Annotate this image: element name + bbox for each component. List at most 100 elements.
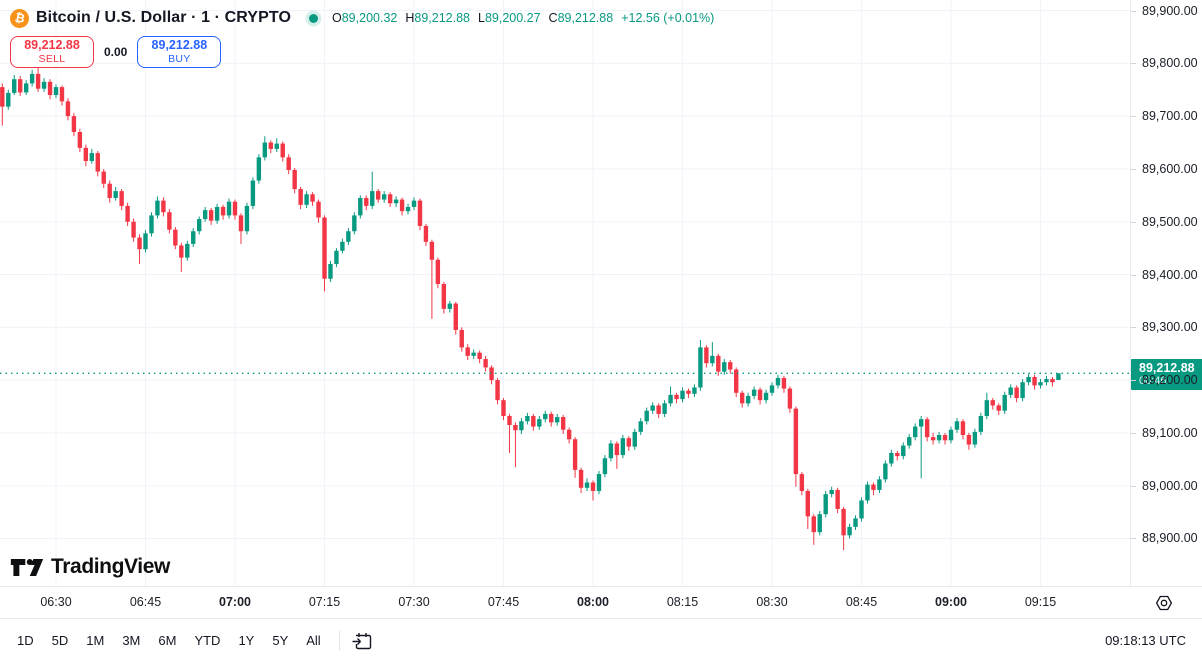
- candle: [381, 191, 387, 203]
- tradingview-logo[interactable]: TradingView: [10, 555, 170, 579]
- range-button-ytd[interactable]: YTD: [194, 633, 221, 648]
- range-button-5y[interactable]: 5Y: [272, 633, 289, 648]
- candle: [1044, 375, 1049, 386]
- ohlc-item: H89,212.88: [405, 11, 470, 25]
- candle: [173, 227, 178, 250]
- candle: [125, 202, 130, 226]
- candle: [704, 345, 709, 368]
- range-button-6m[interactable]: 6M: [158, 633, 177, 648]
- candle: [871, 482, 876, 496]
- candle: [101, 168, 106, 188]
- candle: [161, 197, 166, 217]
- candle: [1002, 391, 1007, 414]
- candle: [155, 196, 160, 219]
- time-axis-label: 07:00: [219, 595, 251, 609]
- candle: [692, 384, 697, 398]
- ohlc-item: L89,200.27: [477, 11, 541, 25]
- candle: [322, 215, 327, 292]
- candle: [268, 140, 274, 154]
- chart-svg: [0, 0, 1130, 586]
- price-axis-label: 89,900.00: [1142, 3, 1198, 18]
- candle: [232, 199, 238, 220]
- candle: [29, 69, 35, 87]
- candle: [525, 412, 530, 425]
- candle: [889, 449, 894, 467]
- candle: [841, 506, 846, 551]
- candle: [59, 85, 65, 106]
- candle: [220, 204, 226, 220]
- range-button-1d[interactable]: 1D: [17, 633, 34, 648]
- candle: [35, 64, 41, 92]
- candle: [799, 471, 805, 496]
- candle: [674, 392, 679, 404]
- candle: [1026, 373, 1031, 386]
- candle: [352, 212, 357, 235]
- price-axis-label: 89,100.00: [1142, 425, 1198, 440]
- price-change: +12.56 (+0.01%): [621, 11, 715, 25]
- toolbar-divider: [338, 630, 340, 651]
- candle: [895, 450, 900, 461]
- range-button-all[interactable]: All: [306, 633, 321, 648]
- range-button-3m[interactable]: 3M: [122, 633, 141, 648]
- buy-button[interactable]: 89,212.88 BUY: [137, 36, 222, 68]
- tradingview-wordmark: TradingView: [51, 555, 170, 578]
- candle: [543, 410, 548, 423]
- clock-utc[interactable]: 09:18:13 UTC: [1105, 633, 1186, 648]
- candle: [924, 417, 930, 442]
- candle: [191, 228, 196, 248]
- candle: [387, 192, 393, 207]
- axis-settings-icon[interactable]: [1152, 591, 1176, 615]
- candle: [757, 387, 763, 405]
- price-axis-label: 89,000.00: [1142, 478, 1198, 493]
- range-button-1m[interactable]: 1M: [86, 633, 105, 648]
- candle: [376, 188, 381, 203]
- range-button-5d[interactable]: 5D: [51, 633, 69, 648]
- candle: [477, 350, 482, 364]
- go-to-date-button[interactable]: [349, 628, 375, 654]
- candle: [560, 414, 566, 434]
- candle: [728, 360, 733, 374]
- symbol-header: ₿ Bitcoin / U.S. Dollar · 1 · CRYPTO O89…: [10, 7, 714, 29]
- candle: [185, 240, 190, 261]
- candle: [1014, 385, 1019, 403]
- candle: [901, 442, 906, 460]
- price-axis-tick: [1131, 432, 1136, 434]
- candle: [638, 418, 643, 436]
- price-axis-tick: [1131, 10, 1136, 12]
- candlestick-chart[interactable]: [0, 0, 1130, 586]
- hexagon-settings-icon: [1155, 595, 1173, 611]
- candle: [1050, 376, 1055, 387]
- candle: [698, 339, 703, 391]
- price-axis[interactable]: 89,212.88 00:46 88,900.00 89,000.00 89,100…: [1130, 0, 1202, 586]
- time-axis-label: 07:30: [398, 595, 430, 609]
- candle: [853, 515, 858, 531]
- candle: [12, 74, 17, 96]
- candle: [656, 403, 661, 419]
- candle: [23, 80, 29, 96]
- candle: [948, 426, 954, 444]
- candle: [501, 398, 506, 421]
- candle: [811, 514, 816, 545]
- candle: [340, 238, 345, 254]
- candle: [65, 98, 71, 121]
- sell-label: SELL: [38, 52, 66, 65]
- range-button-1y[interactable]: 1Y: [238, 633, 255, 648]
- time-axis-label: 08:15: [666, 595, 699, 609]
- price-axis-label: 89,700.00: [1142, 109, 1198, 124]
- candle: [77, 128, 83, 153]
- price-axis-label: 89,800.00: [1142, 56, 1198, 71]
- candle: [978, 412, 984, 436]
- candle: [208, 208, 214, 225]
- candle: [930, 432, 936, 445]
- sell-button[interactable]: 89,212.88 SELL: [10, 36, 94, 68]
- candle: [680, 387, 685, 403]
- time-axis[interactable]: 06:30 06:45 07:00 07:15 07:30 07:45 08:00 08:15…: [0, 586, 1202, 618]
- candle: [566, 427, 572, 444]
- candle: [202, 206, 208, 222]
- candle: [423, 223, 429, 247]
- symbol-title[interactable]: Bitcoin / U.S. Dollar · 1 · CRYPTO: [36, 9, 291, 26]
- candle: [89, 148, 95, 164]
- candle: [865, 481, 870, 504]
- candle: [519, 418, 524, 434]
- price-axis-label: 89,300.00: [1142, 320, 1198, 335]
